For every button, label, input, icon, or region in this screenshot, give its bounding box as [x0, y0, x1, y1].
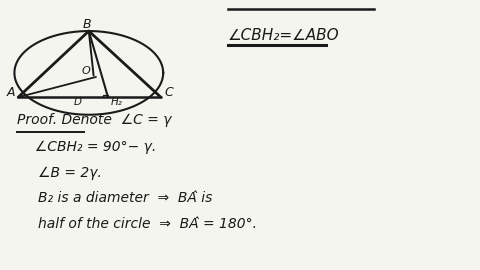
Text: O: O	[82, 66, 90, 76]
Text: ∠CBH₂=∠ABO: ∠CBH₂=∠ABO	[228, 28, 340, 43]
Text: ∠CBH₂ = 90°− γ.: ∠CBH₂ = 90°− γ.	[26, 140, 156, 154]
Text: ∠B = 2γ.: ∠B = 2γ.	[38, 166, 102, 180]
Text: D: D	[74, 97, 82, 107]
Text: B: B	[83, 18, 92, 31]
Text: A: A	[6, 86, 15, 99]
Text: H₂: H₂	[110, 97, 122, 107]
Text: half of the circle  ⇒  BÂ = 180°.: half of the circle ⇒ BÂ = 180°.	[38, 217, 257, 231]
Text: Proof. Denote  ∠C = γ: Proof. Denote ∠C = γ	[17, 113, 171, 127]
Text: C: C	[164, 86, 173, 99]
Text: B₂ is a diameter  ⇒  BÂ is: B₂ is a diameter ⇒ BÂ is	[38, 191, 213, 205]
